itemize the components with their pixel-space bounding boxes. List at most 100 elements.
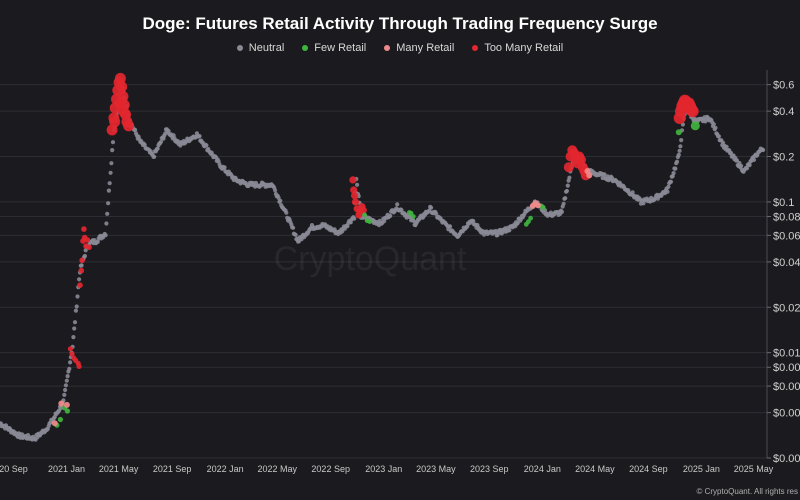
neutral-point — [107, 181, 112, 186]
x-axis-ticks: 20 Sep 2021 Jan 2021 May 2021 Sep 2022 Jan 20… — [0, 464, 774, 474]
too-many-retail-point — [84, 237, 91, 243]
grid-lines — [0, 84, 767, 459]
x-tick-label: 2023 Jan — [365, 464, 402, 474]
x-tick-label: 2021 Sep — [153, 464, 192, 474]
neutral-point — [711, 122, 716, 127]
neutral-point — [665, 189, 670, 194]
neutral-point — [747, 163, 752, 168]
too-many-retail-point — [123, 120, 135, 132]
neutral-point — [72, 320, 78, 325]
data-points — [0, 72, 766, 442]
neutral-point — [82, 253, 87, 259]
many-retail-point — [586, 172, 593, 179]
few-retail-point — [57, 416, 64, 423]
few-retail-point — [675, 129, 682, 136]
x-tick-label: 2021 Jan — [48, 464, 85, 474]
neutral-point — [447, 224, 453, 229]
y-tick-label: $0.06 — [773, 230, 800, 242]
neutral-point — [63, 383, 68, 388]
y-axis-ticks: $0.6 $0.4 $0.2 $0.1 $0.08 $0.06 $0.04 $0.02 $0.0… — [767, 80, 800, 465]
y-tick-label: $0.4 — [773, 106, 794, 118]
legend-label-few-retail: Few Retail — [314, 42, 367, 54]
neutral-point — [133, 127, 138, 132]
neutral-point — [734, 158, 740, 163]
neutral-point — [641, 201, 646, 206]
few-retail-point — [540, 205, 546, 210]
x-tick-label: 2025 May — [734, 464, 774, 474]
legend-item-few-retail[interactable]: Few Retail — [302, 42, 366, 54]
too-many-retail-point — [67, 346, 73, 352]
neutral-point — [222, 165, 227, 170]
neutral-point — [63, 387, 68, 393]
neutral-point — [104, 221, 109, 226]
neutral-point — [284, 210, 289, 215]
neutral-point — [273, 188, 278, 193]
few-retail-point — [64, 408, 70, 414]
legend-item-neutral[interactable]: Neutral — [236, 42, 284, 54]
y-tick-label: $0.1 — [773, 197, 794, 209]
x-tick-label: 2025 Jan — [683, 464, 720, 474]
too-many-retail-point — [351, 192, 359, 200]
neutral-point — [678, 144, 683, 149]
neutral-point — [291, 225, 296, 230]
neutral-point — [106, 188, 111, 193]
y-tick-label: $0.2 — [773, 152, 794, 164]
too-many-retail-point — [351, 198, 360, 206]
legend-marker-many-retail — [384, 45, 391, 51]
too-many-retail-point — [359, 206, 367, 214]
neutral-point — [564, 188, 570, 194]
neutral-point — [204, 143, 209, 148]
neutral-point — [471, 218, 476, 224]
neutral-point — [666, 184, 671, 189]
neutral-point — [158, 139, 164, 144]
neutral-point — [197, 134, 202, 139]
too-many-retail-point — [78, 267, 85, 274]
few-retail-point — [526, 219, 531, 225]
neutral-point — [728, 150, 734, 155]
few-retail-point — [410, 214, 416, 219]
legend-item-too-many-retail[interactable]: Too Many Retail — [472, 42, 563, 54]
too-many-retail-point — [686, 105, 699, 118]
many-retail-point — [51, 420, 58, 427]
too-many-retail-point — [349, 176, 357, 184]
x-tick-label: 2024 Sep — [629, 464, 668, 474]
x-tick-label: 20 Sep — [0, 464, 28, 474]
too-many-retail-point — [86, 244, 92, 251]
neutral-point — [676, 152, 681, 157]
neutral-point — [64, 378, 69, 383]
x-tick-label: 2022 Sep — [311, 464, 350, 474]
neutral-point — [388, 213, 393, 218]
neutral-point — [355, 182, 360, 187]
neutral-point — [602, 172, 607, 177]
few-retail-point — [367, 219, 373, 225]
neutral-point — [106, 201, 111, 206]
neutral-point — [75, 294, 80, 299]
neutral-point — [673, 166, 678, 171]
neutral-point — [166, 128, 171, 134]
neutral-point — [103, 233, 108, 238]
neutral-point — [105, 211, 110, 216]
x-tick-label: 2024 Jan — [524, 464, 561, 474]
legend-item-many-retail[interactable]: Many Retail — [384, 42, 454, 54]
neutral-point — [62, 392, 67, 397]
y-tick-label: $0.08 — [773, 212, 800, 224]
neutral-point — [110, 140, 116, 145]
few-retail-point — [528, 215, 533, 221]
x-tick-label: 2022 Jan — [207, 464, 244, 474]
too-many-retail-point — [116, 81, 128, 93]
few-retail-point — [690, 121, 700, 131]
too-many-retail-point — [81, 226, 87, 232]
neutral-point — [567, 175, 572, 180]
too-many-retail-point — [77, 282, 83, 289]
neutral-point — [110, 148, 115, 153]
chart-legend: Neutral Few Retail Many Retail Too Many … — [0, 42, 800, 54]
neutral-point — [679, 138, 684, 143]
legend-label-many-retail: Many Retail — [396, 42, 455, 54]
neutral-point — [395, 202, 400, 207]
neutral-point — [68, 360, 73, 365]
neutral-point — [72, 326, 77, 331]
neutral-point — [71, 335, 76, 340]
too-many-retail-point — [350, 186, 358, 194]
too-many-retail-point — [109, 116, 121, 128]
neutral-point — [561, 201, 566, 206]
